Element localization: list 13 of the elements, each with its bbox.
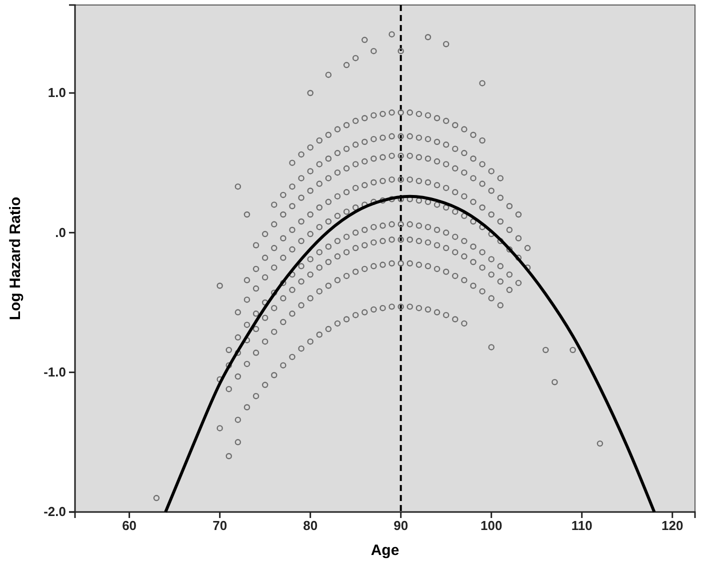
y-tick-label: 1.0 — [48, 85, 66, 100]
y-axis-title: Log Hazard Ratio — [7, 196, 24, 320]
x-tick-label: 60 — [122, 518, 137, 534]
x-tick-label: 90 — [394, 518, 408, 534]
x-tick-label: 120 — [662, 518, 684, 534]
y-tick-label: .0 — [55, 224, 66, 240]
y-tick-label: -2.0 — [44, 504, 66, 520]
x-tick-label: 70 — [212, 518, 228, 534]
x-tick-label: 110 — [571, 518, 592, 534]
x-tick-label: 80 — [303, 518, 318, 534]
x-axis-title: Age — [370, 542, 400, 559]
y-tick-label: -1.0 — [44, 364, 66, 380]
x-tick-label: 100 — [480, 518, 502, 534]
